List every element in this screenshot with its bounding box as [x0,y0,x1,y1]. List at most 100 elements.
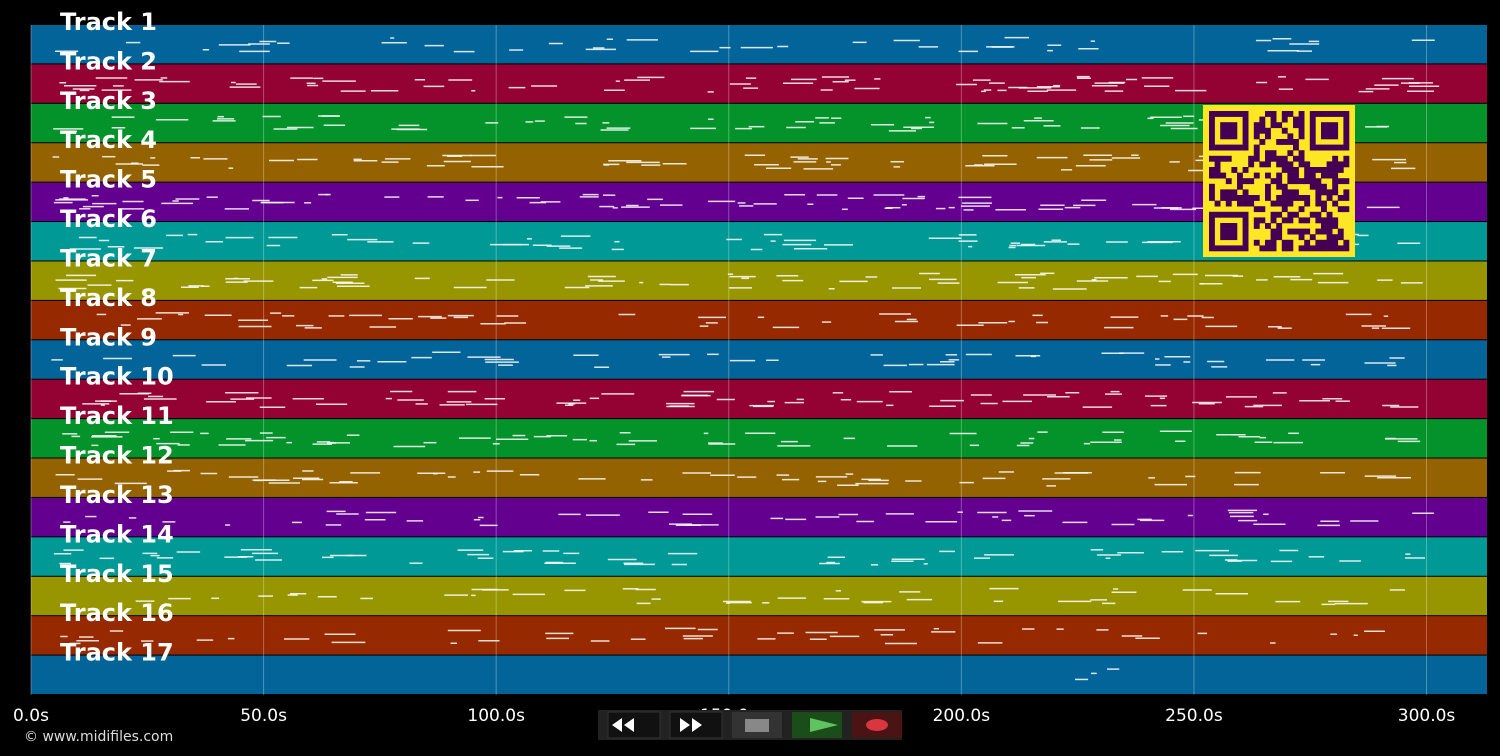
qr-cell [1343,189,1350,196]
qr-cell [1209,189,1215,196]
qr-cell [1225,223,1232,229]
qr-cell [1231,111,1238,117]
qr-cell [1253,127,1260,134]
qr-cell [1332,161,1339,168]
qr-cell [1242,245,1249,252]
qr-cell [1332,223,1339,229]
qr-cell [1265,189,1271,196]
qr-cell [1214,172,1221,179]
qr-cell [1231,195,1238,201]
forward-button[interactable] [669,711,723,739]
qr-cell [1343,122,1350,129]
qr-cell [1332,217,1339,224]
qr-cell [1298,122,1305,129]
qr-cell [1343,116,1350,123]
qr-cell [1225,122,1232,129]
qr-cell [1321,172,1327,179]
play-button[interactable] [792,712,842,738]
qr-cell [1332,178,1339,185]
qr-cell [1293,116,1299,123]
qr-cell [1242,127,1249,134]
qr-cell [1321,127,1327,134]
qr-cell [1326,122,1333,129]
qr-cell [1270,122,1277,129]
qr-cell [1270,200,1277,207]
track-band [31,497,1487,537]
qr-cell [1220,195,1227,201]
tick-label: 250.0s [1165,706,1223,726]
qr-cell [1309,234,1316,241]
qr-cell [1253,133,1260,140]
qr-cell [1298,178,1305,185]
qr-cell [1225,155,1232,162]
qr-cell [1332,122,1339,129]
qr-cell [1265,223,1271,229]
qr-cell [1332,189,1339,196]
stop-button[interactable] [732,712,782,738]
qr-cell [1270,239,1277,246]
qr-cell [1242,116,1249,123]
qr-cell [1220,245,1227,252]
qr-cell [1287,228,1294,235]
qr-cell [1293,139,1299,145]
qr-cell [1209,139,1215,145]
qr-cell [1253,144,1260,151]
qr-cell [1276,178,1283,185]
record-button[interactable] [852,712,902,738]
qr-cell [1259,139,1266,145]
tick-label: 100.0s [467,706,525,726]
qr-cell [1343,239,1350,246]
qr-cell [1231,144,1238,151]
qr-cell [1293,211,1299,218]
qr-cell [1343,139,1350,145]
track-label: Track 2 [60,47,157,75]
qr-cell [1253,155,1260,162]
qr-cell [1265,195,1271,201]
rewind-button[interactable] [607,711,661,739]
qr-cell [1298,195,1305,201]
qr-cell [1237,211,1243,218]
qr-cell [1253,122,1260,129]
qr-cell [1214,200,1221,207]
qr-cell [1281,239,1288,246]
qr-cell [1287,239,1294,246]
qr-cell [1281,116,1288,123]
track-label: Track 8 [60,284,157,312]
qr-cell [1214,245,1221,252]
track-band [31,537,1487,576]
qr-cell [1276,228,1283,235]
qr-cell [1265,133,1271,140]
qr-cell [1298,150,1305,157]
qr-cell [1259,116,1266,123]
qr-cell [1209,167,1215,173]
qr-cell [1332,133,1339,140]
qr-cell [1321,206,1327,213]
tick-label: 0.0s [13,706,49,726]
qr-cell [1287,139,1294,145]
qr-cell [1321,144,1327,151]
qr-cell [1214,144,1221,151]
qr-cell [1293,178,1299,185]
tick-label: 300.0s [1398,706,1456,726]
qr-cell [1276,161,1283,168]
track-band [31,655,1487,694]
qr-cell [1337,228,1344,235]
qr-cell [1337,234,1344,241]
qr-cell [1242,178,1249,185]
qr-cell [1225,228,1232,235]
qr-cell [1326,127,1333,134]
qr-cell [1287,161,1294,168]
qr-cell [1309,139,1316,145]
qr-cell [1248,155,1255,162]
qr-cell [1231,122,1238,129]
qr-cell [1332,155,1339,162]
qr-cell [1337,245,1344,252]
qr-cell [1298,161,1305,168]
qr-cell [1265,127,1271,134]
qr-cell [1293,122,1299,129]
qr-cell [1332,167,1339,173]
qr-cell [1281,127,1288,134]
qr-cell [1298,228,1305,235]
qr-cell [1309,167,1316,173]
qr-cell [1225,178,1232,185]
